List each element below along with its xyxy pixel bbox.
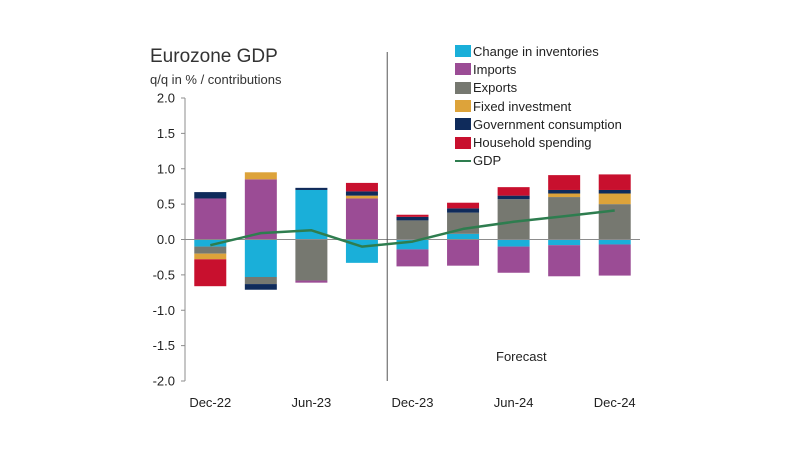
bar-household-spending-mar-24	[447, 202, 480, 209]
legend-item-fixed-investment: Fixed investment	[455, 97, 622, 115]
bar-imports-negative-mar-24	[447, 239, 480, 266]
bar-change-in-inventories-dec-23	[396, 239, 429, 250]
legend-swatch-household-spending	[455, 136, 471, 149]
bar-household-spending-sep-23	[345, 182, 378, 192]
legend-label-exports: Exports	[473, 80, 518, 96]
bar-government-consumption-mar-24	[447, 208, 480, 213]
bar-imports-mar-23	[244, 179, 277, 240]
x-tick-label: Dec-23	[392, 395, 434, 410]
legend-item-inventories: Change in inventories	[455, 42, 622, 60]
bar-government-consumption-dec-22	[194, 192, 227, 199]
bar-exports-dec-24	[598, 204, 631, 240]
bar-imports-negative-sep-24	[548, 245, 581, 277]
bar-household-spending-dec-24	[598, 174, 631, 190]
x-tick-label: Jun-23	[292, 395, 332, 410]
bar-change-in-inventories-mar-23	[244, 239, 277, 277]
legend-label-fixed-investment: Fixed investment	[473, 98, 572, 114]
legend-swatch-government-consumption	[455, 118, 471, 131]
bar-household-spending-sep-24	[548, 175, 581, 190]
chart-title: Eurozone GDP	[150, 46, 278, 67]
forecast-label: Forecast	[496, 349, 547, 364]
bar-change-in-inventories-mar-24	[447, 233, 480, 240]
bar-household-spending-dec-22	[194, 259, 227, 287]
bar-government-consumption-sep-24	[548, 189, 581, 194]
bar-government-consumption-sep-23	[345, 191, 378, 196]
legend-item-imports: Imports	[455, 60, 622, 78]
legend-swatch-imports	[455, 63, 471, 76]
x-tick-label: Jun-24	[494, 395, 534, 410]
bar-change-in-inventories-dec-24	[598, 239, 631, 245]
bar-household-spending-jun-24	[497, 187, 530, 196]
legend-label-government-consumption: Government consumption	[473, 116, 622, 132]
y-tick-label: 1.5	[157, 126, 175, 141]
legend-label-gdp: GDP	[473, 153, 502, 169]
bar-government-consumption-dec-23	[396, 216, 429, 221]
bar-imports-negative-dec-23	[396, 249, 429, 267]
y-tick-label: -0.5	[153, 267, 175, 282]
legend: Change in inventories Imports Exports Fi…	[455, 42, 622, 170]
y-tick-label: 2.0	[157, 91, 175, 106]
y-tick-label: 0.5	[157, 197, 175, 212]
legend-swatch-exports	[455, 81, 471, 94]
bar-exports-dec-22	[194, 246, 227, 254]
bar-change-in-inventories-jun-24	[497, 239, 530, 247]
bar-government-consumption-jun-23	[295, 187, 328, 190]
legend-swatch-gdp	[455, 159, 471, 162]
bar-fixed-investment-mar-23	[244, 172, 277, 180]
legend-item-exports: Exports	[455, 79, 622, 97]
bar-exports-jun-24	[497, 199, 530, 240]
bar-change-in-inventories-sep-24	[548, 239, 581, 246]
bar-household-spending-dec-23	[396, 214, 429, 217]
legend-swatch-inventories	[455, 45, 471, 58]
legend-swatch-fixed-investment	[455, 100, 471, 113]
gdp-line	[210, 209, 615, 248]
legend-item-government-consumption: Government consumption	[455, 115, 622, 133]
bar-change-in-inventories-dec-22	[194, 239, 227, 247]
bar-exports-mar-23	[244, 276, 277, 285]
bar-imports-dec-22	[194, 198, 227, 240]
y-tick-label: -1.0	[153, 303, 175, 318]
legend-item-gdp: GDP	[455, 152, 622, 170]
x-tick-label: Dec-24	[594, 395, 636, 410]
bar-fixed-investment-dec-24	[598, 193, 631, 205]
legend-label-inventories: Change in inventories	[473, 43, 599, 59]
bar-exports-dec-23	[396, 220, 429, 240]
legend-label-household-spending: Household spending	[473, 135, 592, 151]
bar-imports-sep-23	[345, 198, 378, 240]
y-tick-label: 1.0	[157, 161, 175, 176]
x-tick-label: Dec-22	[189, 395, 231, 410]
bar-fixed-investment-dec-22	[194, 253, 227, 260]
bar-exports-jun-23	[295, 239, 328, 281]
bar-imports-negative-jun-23	[295, 280, 328, 283]
bar-government-consumption-mar-23	[244, 284, 277, 290]
bar-government-consumption-dec-24	[598, 189, 631, 194]
y-tick-label: -2.0	[153, 374, 175, 389]
bar-government-consumption-jun-24	[497, 195, 530, 200]
y-tick-label: 0.0	[157, 232, 175, 247]
bar-fixed-investment-sep-23	[345, 195, 378, 199]
bar-imports-negative-dec-24	[598, 244, 631, 276]
bar-fixed-investment-sep-24	[548, 193, 581, 198]
legend-item-household-spending: Household spending	[455, 133, 622, 151]
y-tick-label: -1.5	[153, 338, 175, 353]
legend-label-imports: Imports	[473, 61, 517, 77]
bar-imports-negative-jun-24	[497, 246, 530, 273]
chart-subtitle: q/q in % / contributions	[150, 72, 282, 87]
